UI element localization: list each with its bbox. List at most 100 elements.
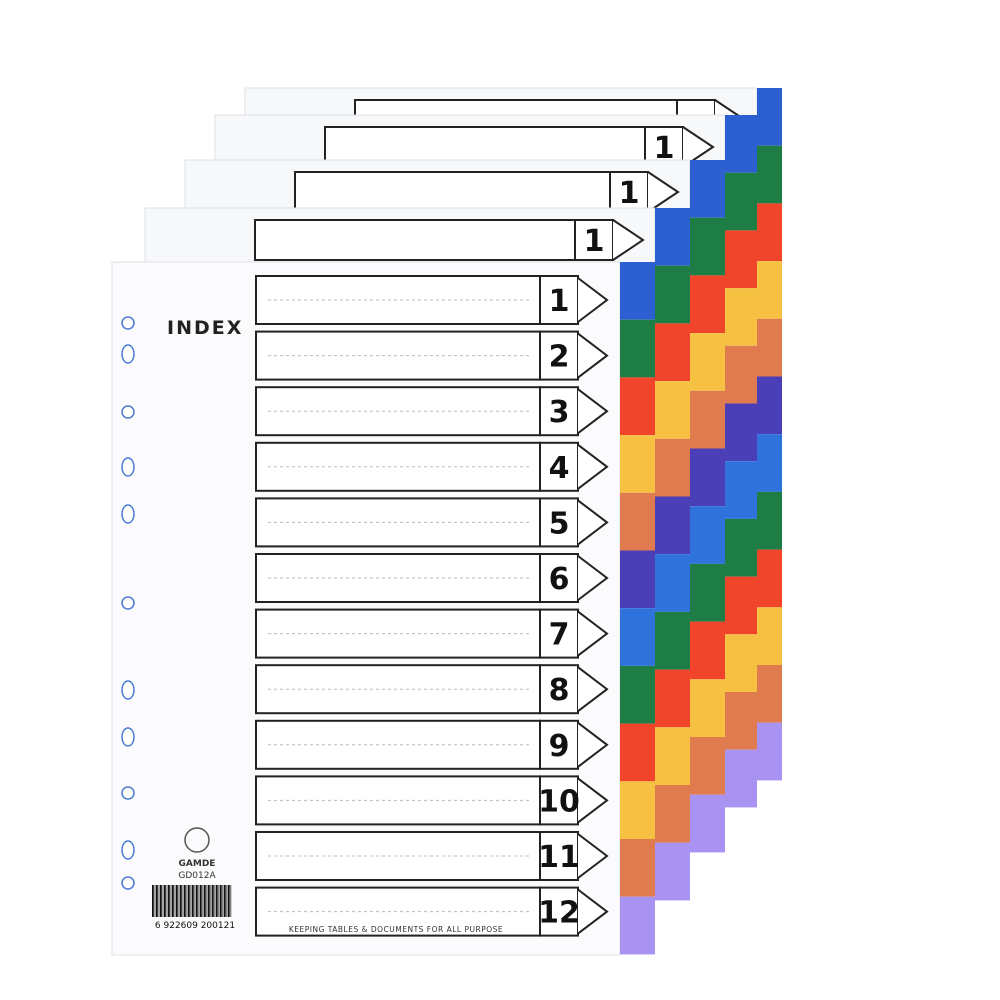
barcode-bar (217, 885, 218, 917)
barcode-bar (230, 885, 232, 917)
entry-number: 1 (654, 131, 675, 166)
tab (620, 262, 655, 320)
tab (620, 377, 655, 436)
tab (725, 692, 757, 750)
tab (757, 203, 782, 262)
tab (655, 842, 690, 901)
heading: INDEX (167, 317, 243, 339)
punch-hole (121, 840, 135, 860)
punch-hole (121, 876, 135, 890)
tab (690, 160, 725, 218)
tab (620, 665, 655, 724)
barcode-bar (193, 885, 194, 917)
number-box (539, 775, 579, 826)
punch-hole (121, 344, 135, 364)
tab (757, 88, 782, 146)
punch-hole (121, 596, 135, 610)
arrow (577, 388, 609, 434)
barcode-bar (171, 885, 174, 917)
tab (690, 794, 725, 853)
tab (620, 839, 655, 897)
barcode-bar (191, 885, 194, 917)
number-box (539, 719, 579, 770)
barcode-bar (179, 885, 182, 917)
tab (655, 208, 690, 266)
tab (655, 265, 690, 324)
number-box (539, 831, 579, 881)
arrow (577, 277, 609, 323)
tab (725, 288, 757, 346)
tab (690, 679, 725, 737)
tab (655, 554, 690, 612)
barcode-bar (161, 885, 163, 917)
brand-logo (184, 827, 210, 853)
punch-hole (121, 504, 135, 524)
barcode-bar (219, 885, 222, 917)
tab (757, 607, 782, 665)
entry-number: 5 (549, 506, 570, 541)
barcode-bar (190, 885, 192, 917)
tab (725, 345, 757, 404)
barcode-bar (222, 885, 224, 917)
model-code: GD012A (178, 871, 216, 881)
tab (620, 319, 655, 378)
tab (757, 376, 782, 435)
tab (690, 506, 725, 564)
entry-number: 1 (549, 284, 570, 319)
arrow (577, 555, 609, 601)
barcode-bar (159, 885, 162, 917)
barcode-bar (218, 885, 220, 917)
tab (655, 496, 690, 555)
tab (725, 403, 757, 462)
tab (620, 435, 655, 493)
number-box (539, 386, 579, 437)
entry-number: 8 (549, 673, 570, 708)
punch-hole (121, 680, 135, 700)
barcode-bar (215, 885, 218, 917)
tab (725, 172, 757, 231)
tab (757, 434, 782, 492)
barcode-bar (174, 885, 176, 917)
number-box (539, 553, 579, 603)
barcode-bar (189, 885, 190, 917)
tab (757, 722, 782, 781)
barcode-bar (199, 885, 202, 917)
entry-box (294, 171, 611, 213)
tab (655, 381, 690, 439)
tab (725, 115, 757, 173)
tab (655, 785, 690, 843)
tab (725, 576, 757, 635)
barcode-bar (226, 885, 228, 917)
barcode-bar (177, 885, 178, 917)
number-box (539, 275, 579, 325)
barcode-bar (154, 885, 156, 917)
entry-box (254, 219, 576, 261)
barcode-bar (178, 885, 180, 917)
punch-hole (121, 316, 135, 330)
barcode-bar (162, 885, 164, 917)
tab (725, 230, 757, 289)
tab (690, 390, 725, 449)
barcode-bar (205, 885, 206, 917)
barcode-bar (175, 885, 178, 917)
entry-number: 1 (584, 224, 605, 259)
tab (655, 669, 690, 728)
barcode-bar (163, 885, 166, 917)
tab (757, 491, 782, 550)
barcode-bar (209, 885, 210, 917)
arrow (577, 499, 609, 546)
barcode-bar (221, 885, 222, 917)
tab (690, 563, 725, 622)
tab (620, 896, 655, 955)
back-sheets: 111 (144, 87, 782, 901)
entry-number: 9 (549, 729, 570, 764)
barcode-bar (183, 885, 186, 917)
barcode-bar (152, 885, 154, 917)
tab (655, 323, 690, 382)
entry-number: 2 (549, 340, 570, 375)
tab (690, 275, 725, 334)
barcode-bar (202, 885, 204, 917)
punch-hole (121, 405, 135, 419)
barcode-bar (185, 885, 186, 917)
tab (725, 461, 757, 519)
